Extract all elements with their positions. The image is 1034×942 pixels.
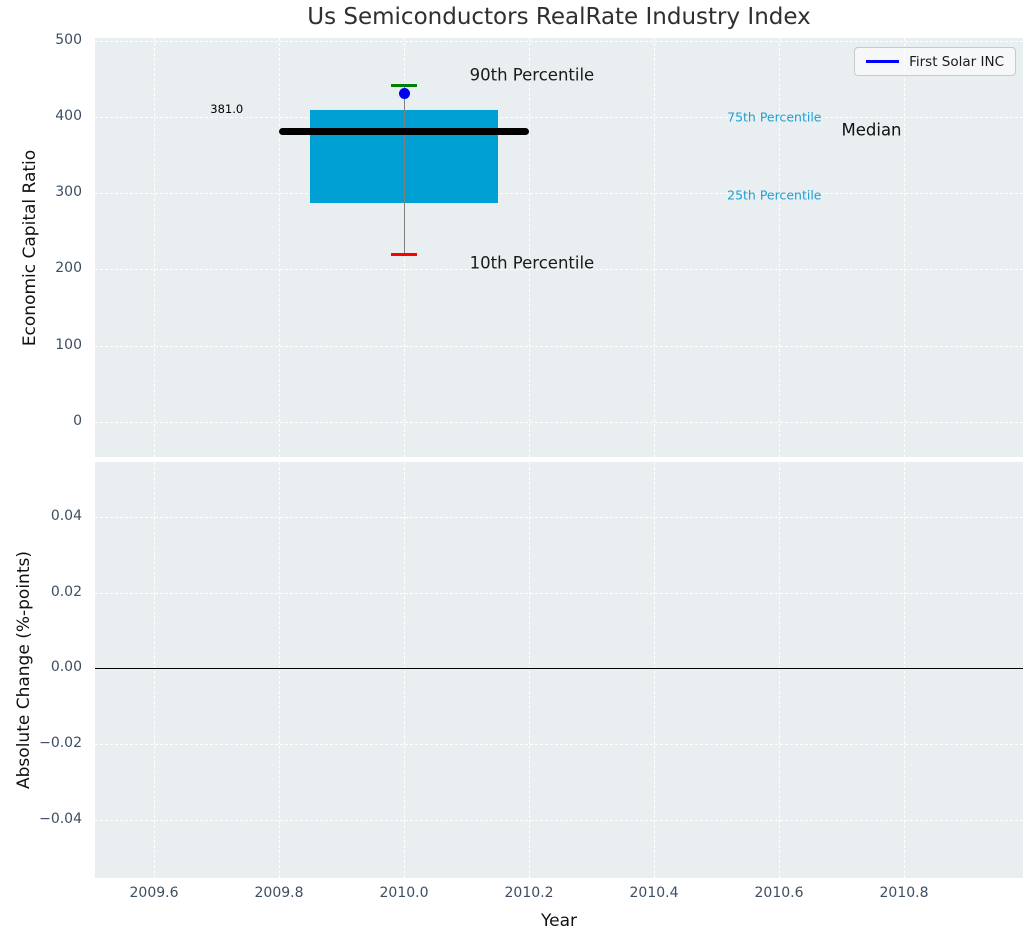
y-axis-label-top: Economic Capital Ratio	[20, 149, 40, 347]
y-gridline	[95, 744, 1023, 746]
x-tick-label: 2010.0	[379, 885, 429, 901]
legend: First Solar INC	[854, 47, 1016, 76]
zero-line	[95, 667, 1023, 670]
y-tick-label: 0.04	[50, 507, 82, 524]
y-gridline	[95, 193, 1023, 195]
y-gridline	[95, 516, 1023, 518]
x-gridline	[654, 38, 655, 457]
x-gridline	[529, 38, 530, 457]
annotation: Median	[841, 120, 902, 140]
y-gridline	[95, 269, 1023, 271]
x-gridline	[279, 38, 280, 457]
x-gridline	[154, 462, 155, 878]
p90-cap	[390, 84, 418, 88]
x-tick-label: 2009.8	[254, 885, 304, 901]
x-tick-label: 2009.6	[129, 885, 179, 901]
x-gridline	[404, 38, 405, 457]
y-gridline	[95, 820, 1023, 822]
x-gridline	[779, 462, 780, 878]
x-gridline	[529, 462, 530, 878]
annotation: 10th Percentile	[469, 253, 595, 273]
x-tick-label: 2010.6	[754, 885, 804, 901]
top-plot-area: First Solar INC 381.0 90th Percentile 10th…	[95, 38, 1023, 457]
y-gridline	[95, 116, 1023, 118]
x-axis-label: Year	[541, 911, 577, 931]
x-gridline	[279, 462, 280, 878]
y-tick-label: 0.02	[50, 583, 82, 600]
annotation: 25th Percentile	[727, 187, 822, 203]
x-gridline	[404, 462, 405, 878]
legend-label: First Solar INC	[909, 53, 1004, 70]
y-tick-label: 300	[55, 184, 82, 201]
y-tick-label: 500	[55, 31, 82, 48]
y-tick-label: 400	[55, 107, 82, 124]
y-tick-label: 100	[55, 336, 82, 353]
bottom-plot-area	[95, 462, 1023, 878]
y-gridline	[95, 40, 1023, 42]
y-tick-label: 200	[55, 260, 82, 277]
chart-title: Us Semiconductors RealRate Industry Inde…	[307, 4, 811, 30]
y-gridline	[95, 421, 1023, 423]
y-tick-label: −0.02	[39, 735, 82, 752]
y-tick-label: −0.04	[39, 811, 82, 828]
y-gridline	[95, 345, 1023, 347]
x-gridline	[904, 38, 905, 457]
y-gridline	[95, 592, 1023, 594]
x-gridline	[154, 38, 155, 457]
p10-cap	[390, 253, 418, 257]
x-tick-label: 2010.2	[504, 885, 554, 901]
x-tick-label: 2010.8	[879, 885, 929, 901]
x-gridline	[654, 462, 655, 878]
y-tick-label: 0.00	[50, 659, 82, 676]
y-tick-label: 0	[73, 412, 82, 429]
x-tick-label: 2010.4	[629, 885, 679, 901]
annotation: 75th Percentile	[727, 109, 822, 125]
company-point	[398, 88, 410, 100]
annotation: 90th Percentile	[469, 65, 595, 85]
x-gridline	[779, 38, 780, 457]
legend-line-sample	[866, 60, 900, 63]
annotation: 381.0	[210, 102, 244, 117]
median-line	[279, 127, 529, 135]
x-gridline	[904, 462, 905, 878]
whisker-line	[403, 85, 405, 255]
